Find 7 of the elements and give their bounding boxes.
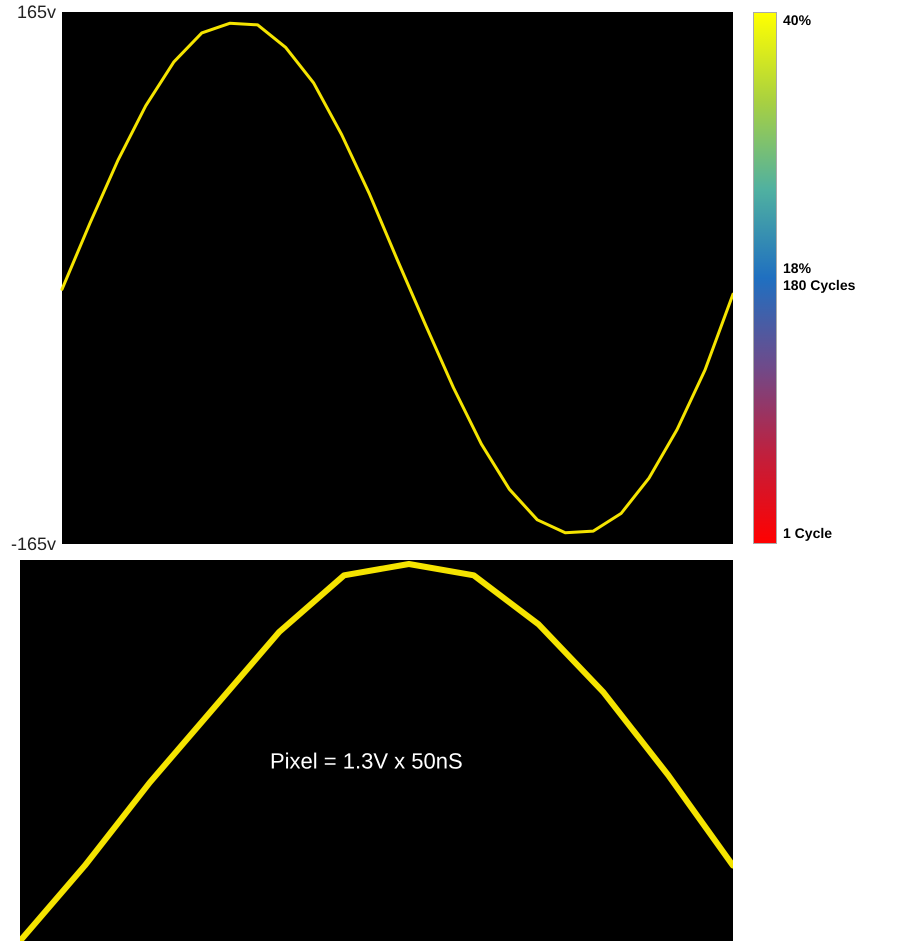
annotation: Pixel = 1.3V x 50nS xyxy=(270,748,463,774)
line-series xyxy=(60,22,733,534)
text: 18% 180 Cycles xyxy=(783,260,856,294)
text: 1 Cycle xyxy=(783,525,832,542)
y-tick-label: -165v xyxy=(10,534,56,554)
y-tick-label: 165v xyxy=(16,2,56,22)
text: 40% xyxy=(783,12,812,29)
